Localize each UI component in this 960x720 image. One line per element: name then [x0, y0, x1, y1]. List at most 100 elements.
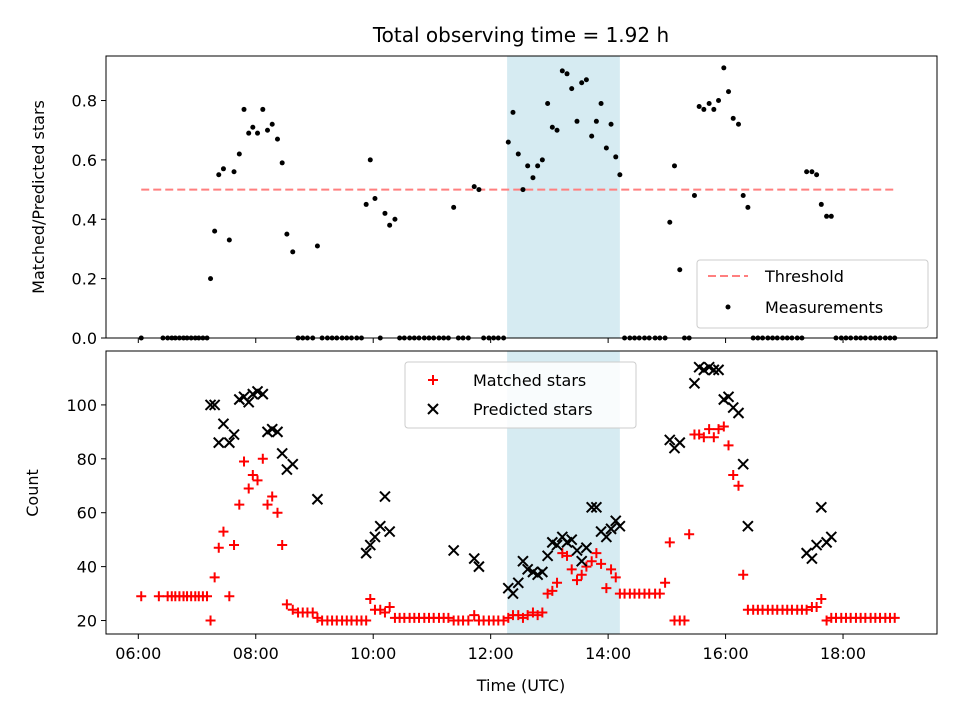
measurement-point — [667, 219, 673, 225]
measurement-point — [250, 124, 256, 130]
measurement-point — [255, 130, 261, 136]
predicted-star-point — [383, 525, 396, 538]
measurement-point — [613, 154, 619, 160]
x-tick-label: 06:00 — [115, 644, 161, 663]
measurement-point — [828, 213, 834, 219]
predicted-star-point — [575, 555, 588, 567]
matched-star-point — [718, 421, 729, 432]
predicted-star-point — [217, 418, 230, 430]
predicted-star-point — [664, 434, 676, 446]
measurement-point — [476, 187, 482, 193]
matched-star-point — [522, 610, 533, 621]
top-legend: Threshold Measurements — [696, 259, 929, 329]
matched-star-point — [698, 432, 709, 443]
measurement-point — [382, 210, 388, 216]
predicted-star-point — [473, 560, 485, 573]
predicted-star-point — [379, 490, 391, 503]
measurement-point — [824, 213, 830, 219]
matched-star-point — [379, 607, 390, 618]
measurement-point — [535, 163, 541, 169]
predicted-star-point — [223, 436, 236, 449]
top-panel: 0.00.20.40.60.8 Matched/Predicted stars … — [29, 55, 938, 348]
top-y-axis-label: Matched/Predicted stars — [29, 100, 48, 294]
matched-star-point — [723, 440, 734, 451]
matched-star-point — [202, 591, 213, 602]
predicted-star-point — [810, 539, 823, 551]
matched-star-point — [684, 529, 695, 540]
predicted-star-point — [806, 552, 818, 565]
measurement-point — [265, 127, 271, 133]
predicted-star-point — [590, 501, 603, 514]
matched-star-point — [566, 564, 577, 575]
predicted-star-point — [825, 531, 837, 543]
measurement-point — [716, 98, 722, 104]
matched-star-point — [728, 469, 739, 480]
predicted-star-point — [228, 428, 240, 441]
predicted-star-point — [541, 550, 554, 562]
measurement-point — [804, 169, 810, 175]
predicted-star-point — [712, 364, 725, 376]
measurement-point — [583, 77, 589, 83]
measurement-point — [539, 157, 545, 163]
measurement-point — [593, 118, 599, 124]
matched-star-point — [234, 499, 245, 510]
matched-star-point — [247, 469, 258, 480]
measurement-point — [569, 86, 575, 92]
predicted-star-point — [208, 399, 221, 411]
predicted-star-point — [213, 436, 225, 449]
matched-star-point — [281, 599, 292, 610]
predicted-star-point — [447, 544, 460, 557]
x-tick-label: 12:00 — [468, 644, 514, 663]
measurement-point — [745, 204, 751, 210]
measurement-point — [554, 127, 560, 133]
measurement-point — [226, 237, 232, 243]
measurement-point — [525, 163, 531, 169]
matched-star-point — [552, 577, 563, 588]
measurement-point — [564, 71, 570, 77]
legend-matched-swatch — [428, 375, 438, 385]
matched-star-point — [361, 615, 372, 626]
measurement-point — [677, 267, 683, 273]
measurement-point — [387, 222, 393, 228]
matched-star-point — [586, 556, 597, 567]
measurement-point — [706, 100, 712, 106]
measurement-point — [372, 195, 378, 201]
predicted-star-point — [580, 542, 593, 554]
matched-star-point — [713, 424, 724, 435]
predicted-star-point — [708, 364, 720, 376]
measurement-point — [809, 169, 815, 175]
predicted-star-point — [551, 539, 563, 551]
measurement-point — [367, 157, 373, 163]
measurement-point — [696, 103, 702, 109]
measurement-point — [505, 139, 511, 145]
top-y-ticks: 0.0 0.2 0.4 0.6 0.8 — [72, 92, 106, 348]
predicted-star-point — [512, 577, 524, 589]
measurement-point — [603, 145, 609, 151]
measurement-point — [246, 130, 252, 136]
measurement-point — [284, 231, 290, 237]
matched-star-point — [262, 499, 273, 510]
predicted-star-point — [742, 520, 754, 532]
predicted-star-point — [737, 458, 749, 470]
x-tick-label: 16:00 — [703, 644, 749, 663]
predicted-star-point — [364, 539, 376, 551]
matched-star-point — [463, 615, 474, 626]
matched-star-point — [205, 615, 216, 626]
measurement-point — [711, 106, 717, 112]
top-frame — [105, 55, 938, 339]
matched-star-point — [591, 548, 602, 559]
measurement-point — [236, 151, 242, 157]
predicted-star-point — [507, 587, 519, 600]
measurement-point — [363, 201, 369, 207]
matched-star-point — [679, 615, 690, 626]
matched-star-point — [243, 483, 254, 494]
legend-matched-label: Matched stars — [473, 371, 586, 390]
predicted-star-point — [585, 501, 598, 514]
matched-star-point — [601, 583, 612, 594]
matched-star-point — [816, 593, 827, 604]
matched-star-point — [581, 561, 592, 572]
predicted-star-point — [468, 552, 480, 565]
predicted-star-point — [374, 520, 386, 532]
matched-star-point — [547, 585, 558, 596]
measurement-point — [726, 89, 732, 95]
